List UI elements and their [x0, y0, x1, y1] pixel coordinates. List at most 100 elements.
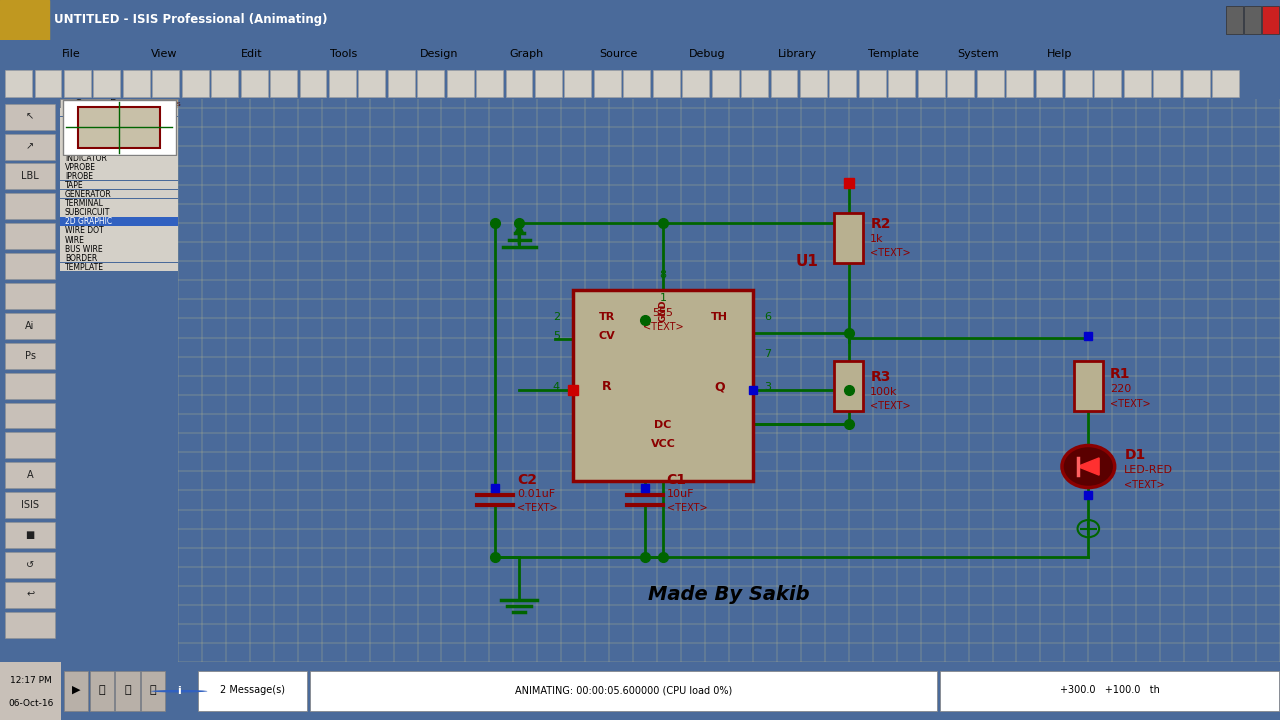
Text: C2: C2 — [517, 473, 536, 487]
Text: CV: CV — [598, 331, 616, 341]
Text: R: R — [602, 380, 612, 393]
Bar — [60, 144, 178, 153]
Bar — [835, 213, 863, 263]
Bar — [506, 71, 532, 96]
Bar — [0, 0, 49, 40]
Bar — [888, 71, 915, 96]
Bar — [476, 71, 503, 96]
Bar — [623, 71, 650, 96]
Bar — [329, 71, 356, 96]
Text: ⏹: ⏹ — [150, 685, 156, 695]
Bar — [90, 671, 114, 711]
Bar — [918, 71, 945, 96]
Bar — [60, 181, 178, 189]
Text: SUBCIRCUIT: SUBCIRCUIT — [65, 208, 110, 217]
Bar — [5, 283, 55, 309]
Text: 220: 220 — [1110, 384, 1132, 395]
Text: TH: TH — [710, 312, 728, 323]
Bar — [60, 226, 178, 235]
Text: +300.0   +100.0   th: +300.0 +100.0 th — [1060, 685, 1160, 695]
Bar — [1094, 71, 1121, 96]
Bar — [60, 99, 96, 110]
Bar — [5, 253, 55, 279]
Text: IPROBE: IPROBE — [65, 172, 93, 181]
Bar — [123, 71, 150, 96]
Bar — [5, 313, 55, 339]
Text: <TEXT>: <TEXT> — [870, 248, 911, 258]
Bar — [447, 71, 474, 96]
Circle shape — [1062, 446, 1115, 487]
Text: 0.01uF: 0.01uF — [517, 489, 556, 499]
Text: 1: 1 — [659, 293, 667, 303]
Text: <TEXT>: <TEXT> — [517, 503, 558, 513]
Polygon shape — [1078, 458, 1100, 475]
Bar — [573, 289, 753, 481]
Text: D1: D1 — [1124, 448, 1146, 462]
Bar — [60, 135, 178, 144]
Text: TR: TR — [599, 312, 614, 323]
Bar — [741, 71, 768, 96]
Text: 2 Message(s): 2 Message(s) — [220, 685, 284, 695]
Bar — [5, 522, 55, 548]
Bar — [60, 199, 178, 207]
Text: 8: 8 — [659, 270, 667, 280]
Bar — [211, 71, 238, 96]
Text: Library: Library — [778, 49, 818, 59]
Text: Q: Q — [714, 380, 724, 393]
Text: BORDER: BORDER — [65, 253, 97, 263]
Bar — [152, 71, 179, 96]
Bar — [310, 671, 937, 711]
Bar — [60, 126, 178, 135]
Bar — [535, 71, 562, 96]
Text: LBL: LBL — [22, 171, 38, 181]
Text: System: System — [957, 49, 1000, 59]
Text: GENERATOR: GENERATOR — [65, 190, 111, 199]
Bar — [60, 117, 178, 125]
Text: 3: 3 — [764, 382, 771, 392]
Bar — [1153, 71, 1180, 96]
Text: Ps: Ps — [24, 351, 36, 361]
Bar — [60, 263, 178, 271]
Text: Design: Design — [420, 49, 458, 59]
Text: LED-RED: LED-RED — [1124, 465, 1174, 475]
Text: Made By Sakib: Made By Sakib — [648, 585, 810, 604]
Text: <TEXT>: <TEXT> — [643, 322, 684, 332]
Bar — [1212, 71, 1239, 96]
Bar — [5, 492, 55, 518]
Bar — [5, 104, 55, 130]
Text: 4: 4 — [553, 382, 561, 392]
Bar — [771, 71, 797, 96]
Text: R3: R3 — [870, 369, 891, 384]
Bar — [1036, 71, 1062, 96]
Text: ANIMATING: 00:00:05.600000 (CPU load 0%): ANIMATING: 00:00:05.600000 (CPU load 0%) — [515, 685, 732, 695]
Bar — [5, 402, 55, 428]
Text: DC: DC — [654, 420, 672, 431]
Text: 10uF: 10uF — [667, 489, 694, 499]
Text: COMPONENT: COMPONENT — [65, 108, 114, 117]
Text: Tools: Tools — [330, 49, 357, 59]
Bar — [5, 552, 55, 578]
Bar — [5, 433, 55, 459]
Bar — [141, 671, 165, 711]
Text: ↺: ↺ — [26, 560, 35, 570]
Text: <TEXT>: <TEXT> — [1110, 399, 1151, 409]
Bar — [60, 244, 178, 253]
Bar — [60, 153, 178, 162]
Bar — [5, 71, 32, 96]
Text: C: C — [74, 99, 81, 109]
Text: 6: 6 — [764, 312, 771, 323]
Bar — [1226, 6, 1243, 35]
Bar — [5, 163, 55, 189]
Text: PIN: PIN — [65, 117, 78, 126]
Bar — [300, 71, 326, 96]
Bar — [1074, 361, 1102, 411]
Text: ⏭: ⏭ — [99, 685, 105, 695]
Text: ▶: ▶ — [72, 685, 81, 695]
Bar — [115, 671, 140, 711]
Text: R1: R1 — [1110, 367, 1130, 381]
Bar — [388, 71, 415, 96]
Bar — [682, 71, 709, 96]
Bar — [417, 71, 444, 96]
Text: PORT: PORT — [65, 126, 84, 135]
Bar — [5, 134, 55, 160]
